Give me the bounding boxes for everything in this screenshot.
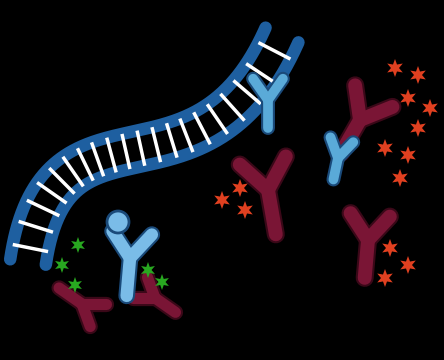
Polygon shape bbox=[68, 277, 82, 293]
Polygon shape bbox=[410, 119, 426, 137]
Polygon shape bbox=[214, 191, 230, 209]
Polygon shape bbox=[400, 256, 416, 274]
Polygon shape bbox=[377, 139, 393, 157]
Polygon shape bbox=[71, 237, 85, 253]
Polygon shape bbox=[400, 89, 416, 107]
Polygon shape bbox=[55, 257, 69, 273]
Polygon shape bbox=[400, 146, 416, 164]
Polygon shape bbox=[232, 179, 248, 197]
Polygon shape bbox=[141, 262, 155, 278]
Polygon shape bbox=[410, 66, 426, 84]
Polygon shape bbox=[237, 201, 253, 219]
Polygon shape bbox=[422, 99, 438, 117]
Polygon shape bbox=[155, 274, 169, 290]
Polygon shape bbox=[382, 239, 398, 257]
Polygon shape bbox=[392, 169, 408, 187]
Polygon shape bbox=[377, 269, 393, 287]
Polygon shape bbox=[387, 59, 403, 77]
Circle shape bbox=[107, 211, 129, 233]
